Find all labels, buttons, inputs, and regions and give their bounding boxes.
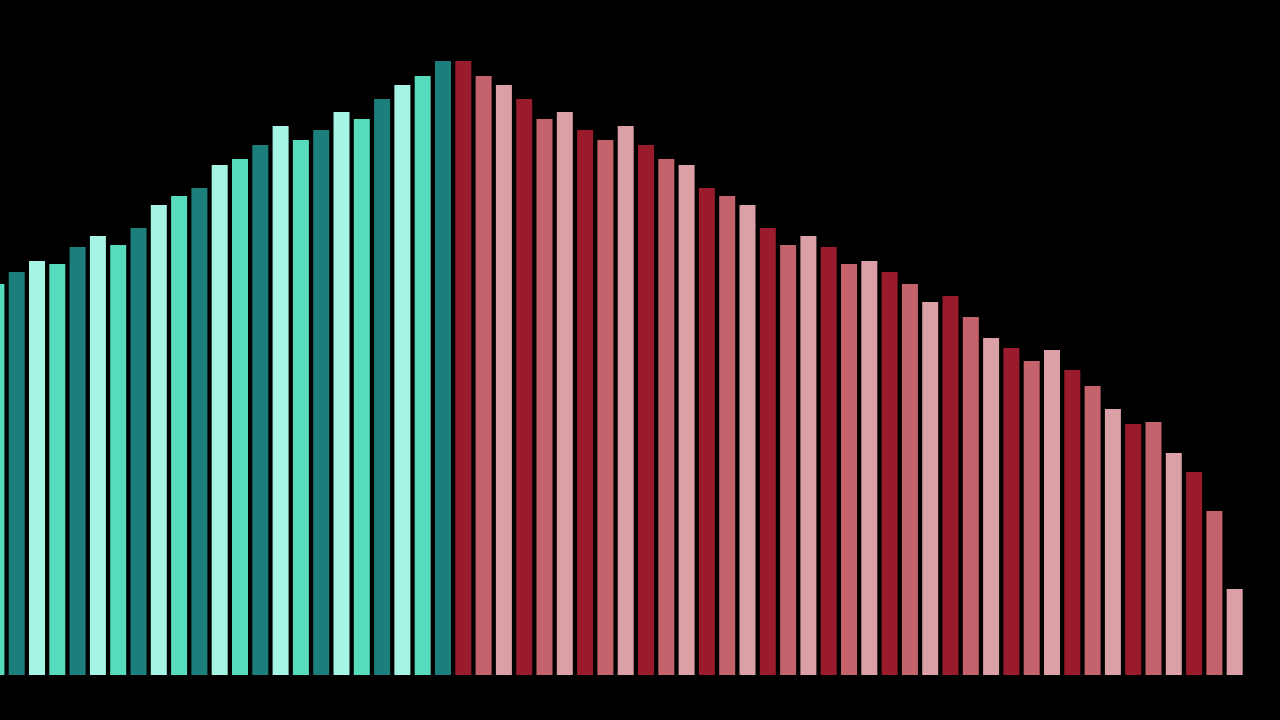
bar-37: [719, 196, 736, 675]
bar-34: [658, 159, 675, 675]
bar-23: [435, 61, 451, 675]
bar-12: [211, 165, 228, 675]
bar-26: [495, 85, 512, 675]
bar-29: [556, 112, 573, 675]
bar-8: [130, 228, 147, 675]
bar-58: [1145, 422, 1162, 675]
bar-11: [191, 188, 208, 675]
bar-38: [739, 205, 756, 675]
bar-60: [1186, 472, 1203, 675]
bar-39: [759, 228, 776, 675]
bar-13: [232, 159, 248, 675]
bar-47: [922, 302, 939, 675]
bar-32: [617, 126, 634, 675]
bar-62: [1226, 589, 1243, 675]
bar-36: [698, 188, 715, 675]
bars-group: [0, 61, 1243, 675]
bar-7: [110, 245, 127, 675]
bar-6: [89, 236, 106, 675]
bar-35: [678, 165, 695, 675]
bar-1: [0, 284, 5, 675]
bar-22: [414, 76, 431, 675]
bar-25: [475, 76, 492, 675]
bar-2: [8, 272, 25, 675]
bar-43: [841, 264, 857, 675]
bar-16: [292, 140, 309, 675]
bar-14: [252, 145, 269, 675]
bar-21: [394, 85, 411, 675]
bar-44: [861, 261, 878, 675]
bar-9: [150, 205, 167, 675]
bar-10: [171, 196, 188, 675]
bar-41: [800, 236, 817, 675]
bar-49: [962, 317, 979, 675]
bar-19: [353, 119, 370, 675]
bar-50: [983, 338, 1000, 675]
bar-27: [516, 99, 533, 675]
bar-56: [1104, 409, 1121, 675]
bar-20: [374, 99, 391, 675]
bar-30: [577, 130, 594, 675]
bar-40: [780, 245, 797, 675]
bar-51: [1003, 348, 1020, 675]
bar-57: [1125, 424, 1142, 675]
bar-28: [536, 119, 553, 675]
bar-61: [1206, 511, 1223, 675]
bar-45: [881, 272, 898, 675]
bar-18: [333, 112, 350, 675]
bar-17: [313, 130, 330, 675]
bar-4: [49, 264, 66, 675]
bar-5: [69, 247, 86, 675]
bar-3: [29, 261, 45, 675]
bar-54: [1064, 370, 1081, 675]
bar-33: [638, 145, 654, 675]
bar-31: [597, 140, 614, 675]
bar-48: [942, 296, 959, 675]
bar-46: [901, 284, 918, 675]
bar-15: [272, 126, 289, 675]
bar-42: [820, 247, 837, 675]
bar-59: [1165, 453, 1182, 675]
bar-24: [455, 61, 472, 675]
bar-55: [1084, 386, 1101, 675]
bar-52: [1023, 361, 1040, 675]
bar-53: [1044, 350, 1060, 675]
